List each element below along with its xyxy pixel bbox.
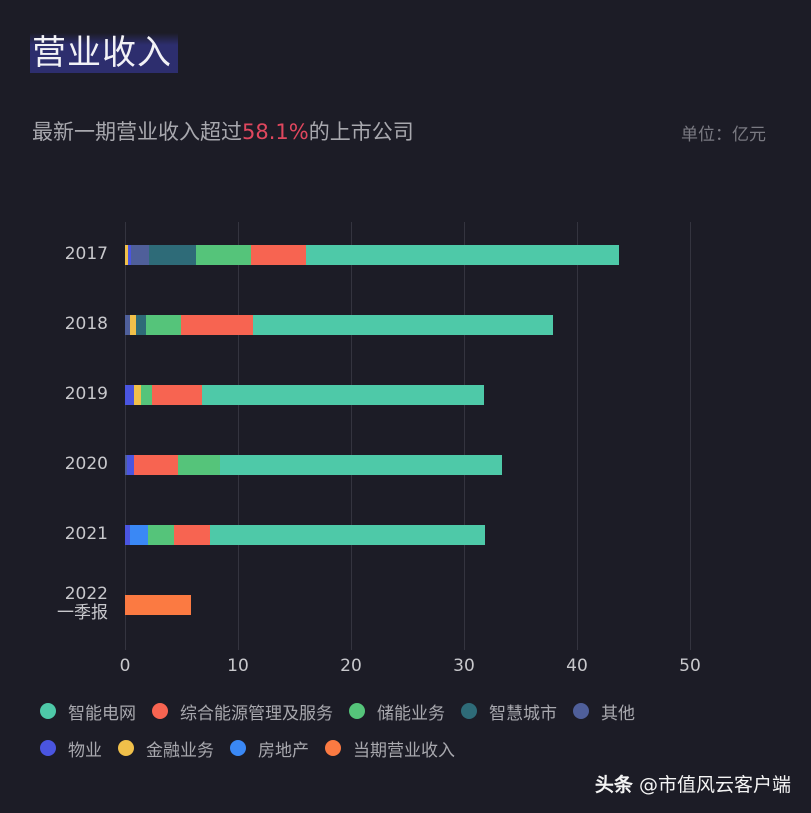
title-highlight: 营业收入 <box>30 33 178 73</box>
y-category-label: 2017 <box>64 244 108 264</box>
gridline <box>464 222 465 650</box>
legend-item[interactable]: 储能业务 <box>349 699 445 724</box>
subtitle-suffix: 的上市公司 <box>308 120 414 144</box>
bar-segment[interactable] <box>250 245 307 265</box>
legend-dot-icon <box>461 703 477 719</box>
gridline <box>577 222 578 650</box>
legend-row-2: 物业 金融业务 房地产 当期营业收入 <box>40 735 780 761</box>
y-category-label: 2019 <box>64 384 108 404</box>
bar-segment[interactable] <box>149 245 196 265</box>
bar-5[interactable] <box>125 595 191 615</box>
bar-segment[interactable] <box>127 455 135 475</box>
gridline <box>125 222 126 650</box>
bar-segment[interactable] <box>147 525 174 545</box>
legend-label: 综合能源管理及服务 <box>180 703 333 724</box>
legend-item[interactable]: 物业 <box>40 736 102 761</box>
legend-item[interactable]: 其他 <box>573 699 635 724</box>
gridline <box>351 222 352 650</box>
watermark-account: @市值风云客户端 <box>638 774 791 796</box>
bar-segment[interactable] <box>146 315 182 335</box>
x-tick-label: 20 <box>340 656 362 676</box>
bar-segment[interactable] <box>125 245 129 265</box>
bar-segment[interactable] <box>134 455 179 475</box>
y-category-label: 2020 <box>64 454 108 474</box>
legend-label: 金融业务 <box>146 740 214 761</box>
y-category-label: 2021 <box>64 524 108 544</box>
bar-segment[interactable] <box>134 385 141 405</box>
legend-item[interactable]: 智慧城市 <box>461 699 557 724</box>
bar-segment[interactable] <box>125 595 191 615</box>
bar-segment[interactable] <box>129 315 137 335</box>
plot-area <box>125 222 725 650</box>
y-category-label: 2018 <box>64 314 108 334</box>
legend-dot-icon <box>573 703 589 719</box>
legend-label: 物业 <box>68 740 102 761</box>
bar-0[interactable] <box>125 245 620 265</box>
x-tick-label: 50 <box>679 656 701 676</box>
legend-item[interactable]: 金融业务 <box>118 736 214 761</box>
bar-segment[interactable] <box>140 385 153 405</box>
legend-item[interactable]: 房地产 <box>230 736 309 761</box>
bar-1[interactable] <box>125 315 554 335</box>
bar-segment[interactable] <box>152 385 202 405</box>
watermark: 头条 @市值风云客户端 <box>595 770 791 797</box>
legend-item[interactable]: 当期营业收入 <box>325 736 455 761</box>
subtitle-prefix: 最新一期营业收入超过 <box>32 120 242 144</box>
legend-dot-icon <box>325 740 341 756</box>
legend-dot-icon <box>152 703 168 719</box>
bar-segment[interactable] <box>195 245 251 265</box>
y-category-label: 2022 一季报 <box>57 584 108 623</box>
legend: 智能电网 综合能源管理及服务 储能业务 智慧城市 其他 物业 金融业务 房地产 当期营业收入 <box>40 698 780 772</box>
bar-segment[interactable] <box>131 245 150 265</box>
bar-segment[interactable] <box>129 525 148 545</box>
legend-dot-icon <box>349 703 365 719</box>
gridline <box>690 222 691 650</box>
legend-label: 储能业务 <box>377 703 445 724</box>
unit-label: 单位：亿元 <box>681 125 766 145</box>
chart-subtitle: 最新一期营业收入超过58.1%的上市公司 <box>32 116 414 146</box>
legend-dot-icon <box>230 740 246 756</box>
bar-segment[interactable] <box>252 315 554 335</box>
bar-segment[interactable] <box>128 245 132 265</box>
bar-segment[interactable] <box>125 315 130 335</box>
chart-title: 营业收入 <box>32 33 172 73</box>
bar-segment[interactable] <box>306 245 620 265</box>
legend-dot-icon <box>118 740 134 756</box>
bar-segment[interactable] <box>219 455 503 475</box>
watermark-platform: 头条 <box>594 774 633 796</box>
bar-2[interactable] <box>125 385 485 405</box>
gridline <box>238 222 239 650</box>
legend-item[interactable]: 综合能源管理及服务 <box>152 699 333 724</box>
bar-segment[interactable] <box>209 525 486 545</box>
bar-segment[interactable] <box>201 385 485 405</box>
legend-row-1: 智能电网 综合能源管理及服务 储能业务 智慧城市 其他 <box>40 698 780 724</box>
bar-3[interactable] <box>125 455 503 475</box>
bar-segment[interactable] <box>173 525 210 545</box>
legend-label: 其他 <box>601 703 635 724</box>
legend-label: 当期营业收入 <box>353 740 455 761</box>
x-tick-label: 10 <box>227 656 249 676</box>
bar-segment[interactable] <box>125 385 135 405</box>
legend-label: 智慧城市 <box>489 703 557 724</box>
legend-dot-icon <box>40 703 56 719</box>
legend-dot-icon <box>40 740 56 756</box>
bar-segment[interactable] <box>181 315 253 335</box>
x-tick-label: 40 <box>566 656 588 676</box>
legend-label: 智能电网 <box>68 703 136 724</box>
bar-segment[interactable] <box>136 315 147 335</box>
subtitle-highlight-value: 58.1% <box>242 120 309 144</box>
bar-4[interactable] <box>125 525 486 545</box>
bar-segment[interactable] <box>125 455 128 475</box>
x-tick-label: 0 <box>119 656 131 676</box>
x-tick-label: 30 <box>453 656 475 676</box>
bar-segment[interactable] <box>125 525 130 545</box>
bar-segment[interactable] <box>178 455 220 475</box>
legend-label: 房地产 <box>258 740 309 761</box>
legend-item[interactable]: 智能电网 <box>40 699 136 724</box>
